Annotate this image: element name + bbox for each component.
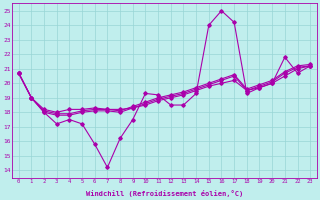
X-axis label: Windchill (Refroidissement éolien,°C): Windchill (Refroidissement éolien,°C) bbox=[86, 190, 243, 197]
